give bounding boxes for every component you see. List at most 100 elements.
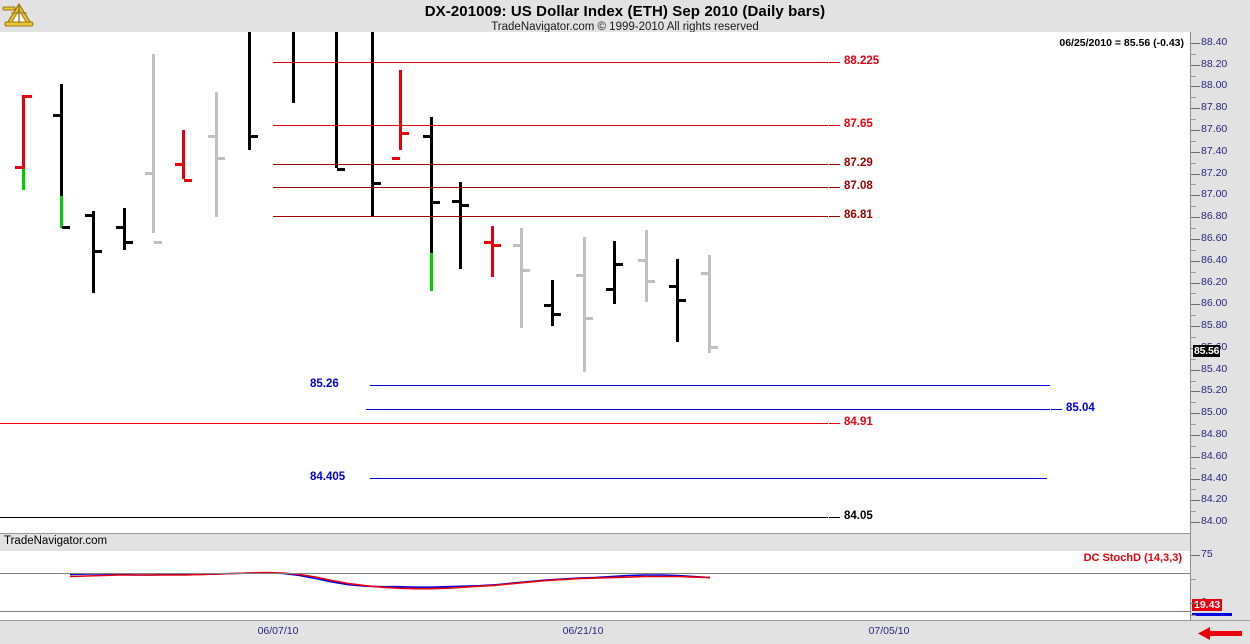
price-axis-tickmark bbox=[1191, 304, 1200, 306]
price-level-dash bbox=[829, 516, 840, 518]
price-level-label: 85.04 bbox=[1066, 401, 1095, 414]
stochastic-panel[interactable]: DC StochD (14,3,3) bbox=[0, 551, 1190, 620]
indicator-lines bbox=[69, 571, 711, 590]
ohlc-bar-range bbox=[491, 225, 494, 278]
price-level-line[interactable] bbox=[273, 61, 828, 63]
price-level-line[interactable] bbox=[273, 186, 828, 188]
price-level-label: 86.81 bbox=[844, 209, 873, 222]
ohlc-close-tick bbox=[710, 345, 718, 349]
ohlc-open-tick bbox=[85, 213, 93, 217]
price-axis[interactable]: 88.40 88.20 88.00 87.80 87.60 87.40 87.20 87.00… bbox=[1190, 32, 1250, 534]
ohlc-open-tick bbox=[208, 135, 216, 139]
price-axis-minor-tickmark bbox=[1191, 293, 1196, 295]
ohlc-close-tick bbox=[373, 182, 381, 186]
price-axis-tick: 86.20 bbox=[1201, 275, 1228, 288]
sextant-icon bbox=[2, 1, 36, 29]
ohlc-open-tick bbox=[452, 199, 460, 203]
price-level-line[interactable] bbox=[273, 216, 828, 218]
ohlc-bar-range bbox=[430, 116, 433, 292]
price-axis-tick: 87.60 bbox=[1201, 123, 1228, 136]
watermark-strip: TradeNavigator.com bbox=[0, 533, 1190, 553]
ohlc-bar-range bbox=[613, 241, 616, 305]
price-level-label: 84.05 bbox=[844, 509, 873, 522]
date-axis[interactable]: 06/07/10 06/21/10 07/05/10 bbox=[0, 620, 1250, 644]
ohlc-close-tick bbox=[553, 312, 561, 316]
ohlc-close-tick bbox=[522, 269, 530, 273]
price-plot[interactable]: 06/25/2010 = 85.56 (-0.43) 88.225 87.65 87… bbox=[0, 32, 1190, 533]
price-axis-minor-tickmark bbox=[1191, 402, 1196, 404]
price-axis-tickmark bbox=[1191, 42, 1200, 44]
price-axis-tick: 84.60 bbox=[1201, 449, 1228, 462]
price-level-line[interactable] bbox=[0, 516, 828, 518]
price-level-dash bbox=[829, 61, 840, 63]
price-axis-tickmark bbox=[1191, 326, 1200, 328]
price-level-line[interactable] bbox=[273, 163, 828, 165]
price-axis-tick: 86.80 bbox=[1201, 210, 1228, 223]
price-level-label: 87.08 bbox=[844, 179, 873, 192]
ohlc-bar-range bbox=[551, 280, 554, 327]
price-level-dash bbox=[829, 216, 840, 218]
price-level-line[interactable] bbox=[0, 422, 828, 424]
price-axis-minor-tickmark bbox=[1191, 467, 1196, 469]
price-level-label: 84.91 bbox=[844, 415, 873, 428]
price-level-dash bbox=[829, 186, 840, 188]
ohlc-close-tick bbox=[154, 241, 162, 245]
ohlc-close-tick bbox=[125, 241, 133, 245]
ohlc-bar-range bbox=[248, 32, 251, 150]
indicator-value-underline bbox=[1192, 613, 1232, 616]
ohlc-close-tick bbox=[647, 280, 655, 284]
ohlc-close-tick bbox=[62, 225, 70, 229]
price-axis-minor-tickmark bbox=[1191, 424, 1196, 426]
price-axis-tick: 86.60 bbox=[1201, 231, 1228, 244]
price-axis-minor-tickmark bbox=[1191, 162, 1196, 164]
ohlc-close-tick bbox=[217, 157, 225, 161]
price-axis-tick: 85.80 bbox=[1201, 319, 1228, 332]
ohlc-open-tick bbox=[423, 135, 431, 139]
price-axis-tick: 88.20 bbox=[1201, 57, 1228, 70]
price-level-label: 87.65 bbox=[844, 117, 873, 130]
price-level-line[interactable] bbox=[273, 124, 828, 126]
ohlc-close-tick bbox=[585, 317, 593, 321]
ohlc-open-tick bbox=[116, 225, 124, 229]
chart-header: DX-201009: US Dollar Index (ETH) Sep 201… bbox=[0, 0, 1250, 33]
current-price-tag: 85.56 bbox=[1193, 345, 1221, 358]
ohlc-bar-range bbox=[645, 230, 648, 303]
ohlc-open-tick bbox=[53, 113, 61, 117]
ohlc-close-tick bbox=[678, 298, 686, 302]
ohlc-bar-range bbox=[676, 258, 679, 343]
price-axis-tickmark bbox=[1191, 108, 1200, 110]
price-axis-tickmark bbox=[1191, 456, 1200, 458]
price-axis-minor-tickmark bbox=[1191, 271, 1196, 273]
price-axis-minor-tickmark bbox=[1191, 489, 1196, 491]
price-axis-tick: 87.40 bbox=[1201, 144, 1228, 157]
price-level-line[interactable] bbox=[366, 408, 1050, 410]
ohlc-open-tick bbox=[638, 258, 646, 262]
price-level-line[interactable] bbox=[370, 477, 1047, 479]
left-arrow-icon[interactable] bbox=[1196, 625, 1244, 641]
price-axis-minor-tickmark bbox=[1191, 97, 1196, 99]
ohlc-bar-range bbox=[182, 130, 185, 180]
price-level-line[interactable] bbox=[370, 384, 1050, 386]
ohlc-close-tick bbox=[493, 244, 501, 248]
ohlc-open-tick bbox=[145, 172, 153, 176]
price-axis-tick: 85.00 bbox=[1201, 406, 1228, 419]
ohlc-close-tick bbox=[94, 249, 102, 253]
price-level-label: 84.405 bbox=[310, 470, 346, 483]
ohlc-bar-tail bbox=[22, 169, 25, 190]
price-axis-minor-tickmark bbox=[1191, 53, 1196, 55]
watermark-label: TradeNavigator.com bbox=[4, 535, 108, 547]
ohlc-bar-range bbox=[399, 70, 402, 150]
price-axis-tickmark bbox=[1191, 478, 1200, 480]
price-axis-tickmark bbox=[1191, 413, 1200, 415]
ohlc-bar-tail bbox=[430, 252, 433, 292]
ohlc-open-tick bbox=[669, 284, 677, 288]
ohlc-open-tick bbox=[484, 241, 492, 245]
copyright-subtitle: TradeNavigator.com © 1999-2010 All right… bbox=[491, 21, 759, 33]
price-axis-tick: 86.40 bbox=[1201, 253, 1228, 266]
price-axis-tickmark bbox=[1191, 130, 1200, 132]
date-axis-label: 07/05/10 bbox=[868, 625, 910, 637]
indicator-value-tag: 19.43 bbox=[1192, 599, 1223, 611]
price-axis-tickmark bbox=[1191, 522, 1200, 524]
price-axis-minor-tickmark bbox=[1191, 336, 1196, 338]
ohlc-open-tick bbox=[606, 287, 614, 291]
